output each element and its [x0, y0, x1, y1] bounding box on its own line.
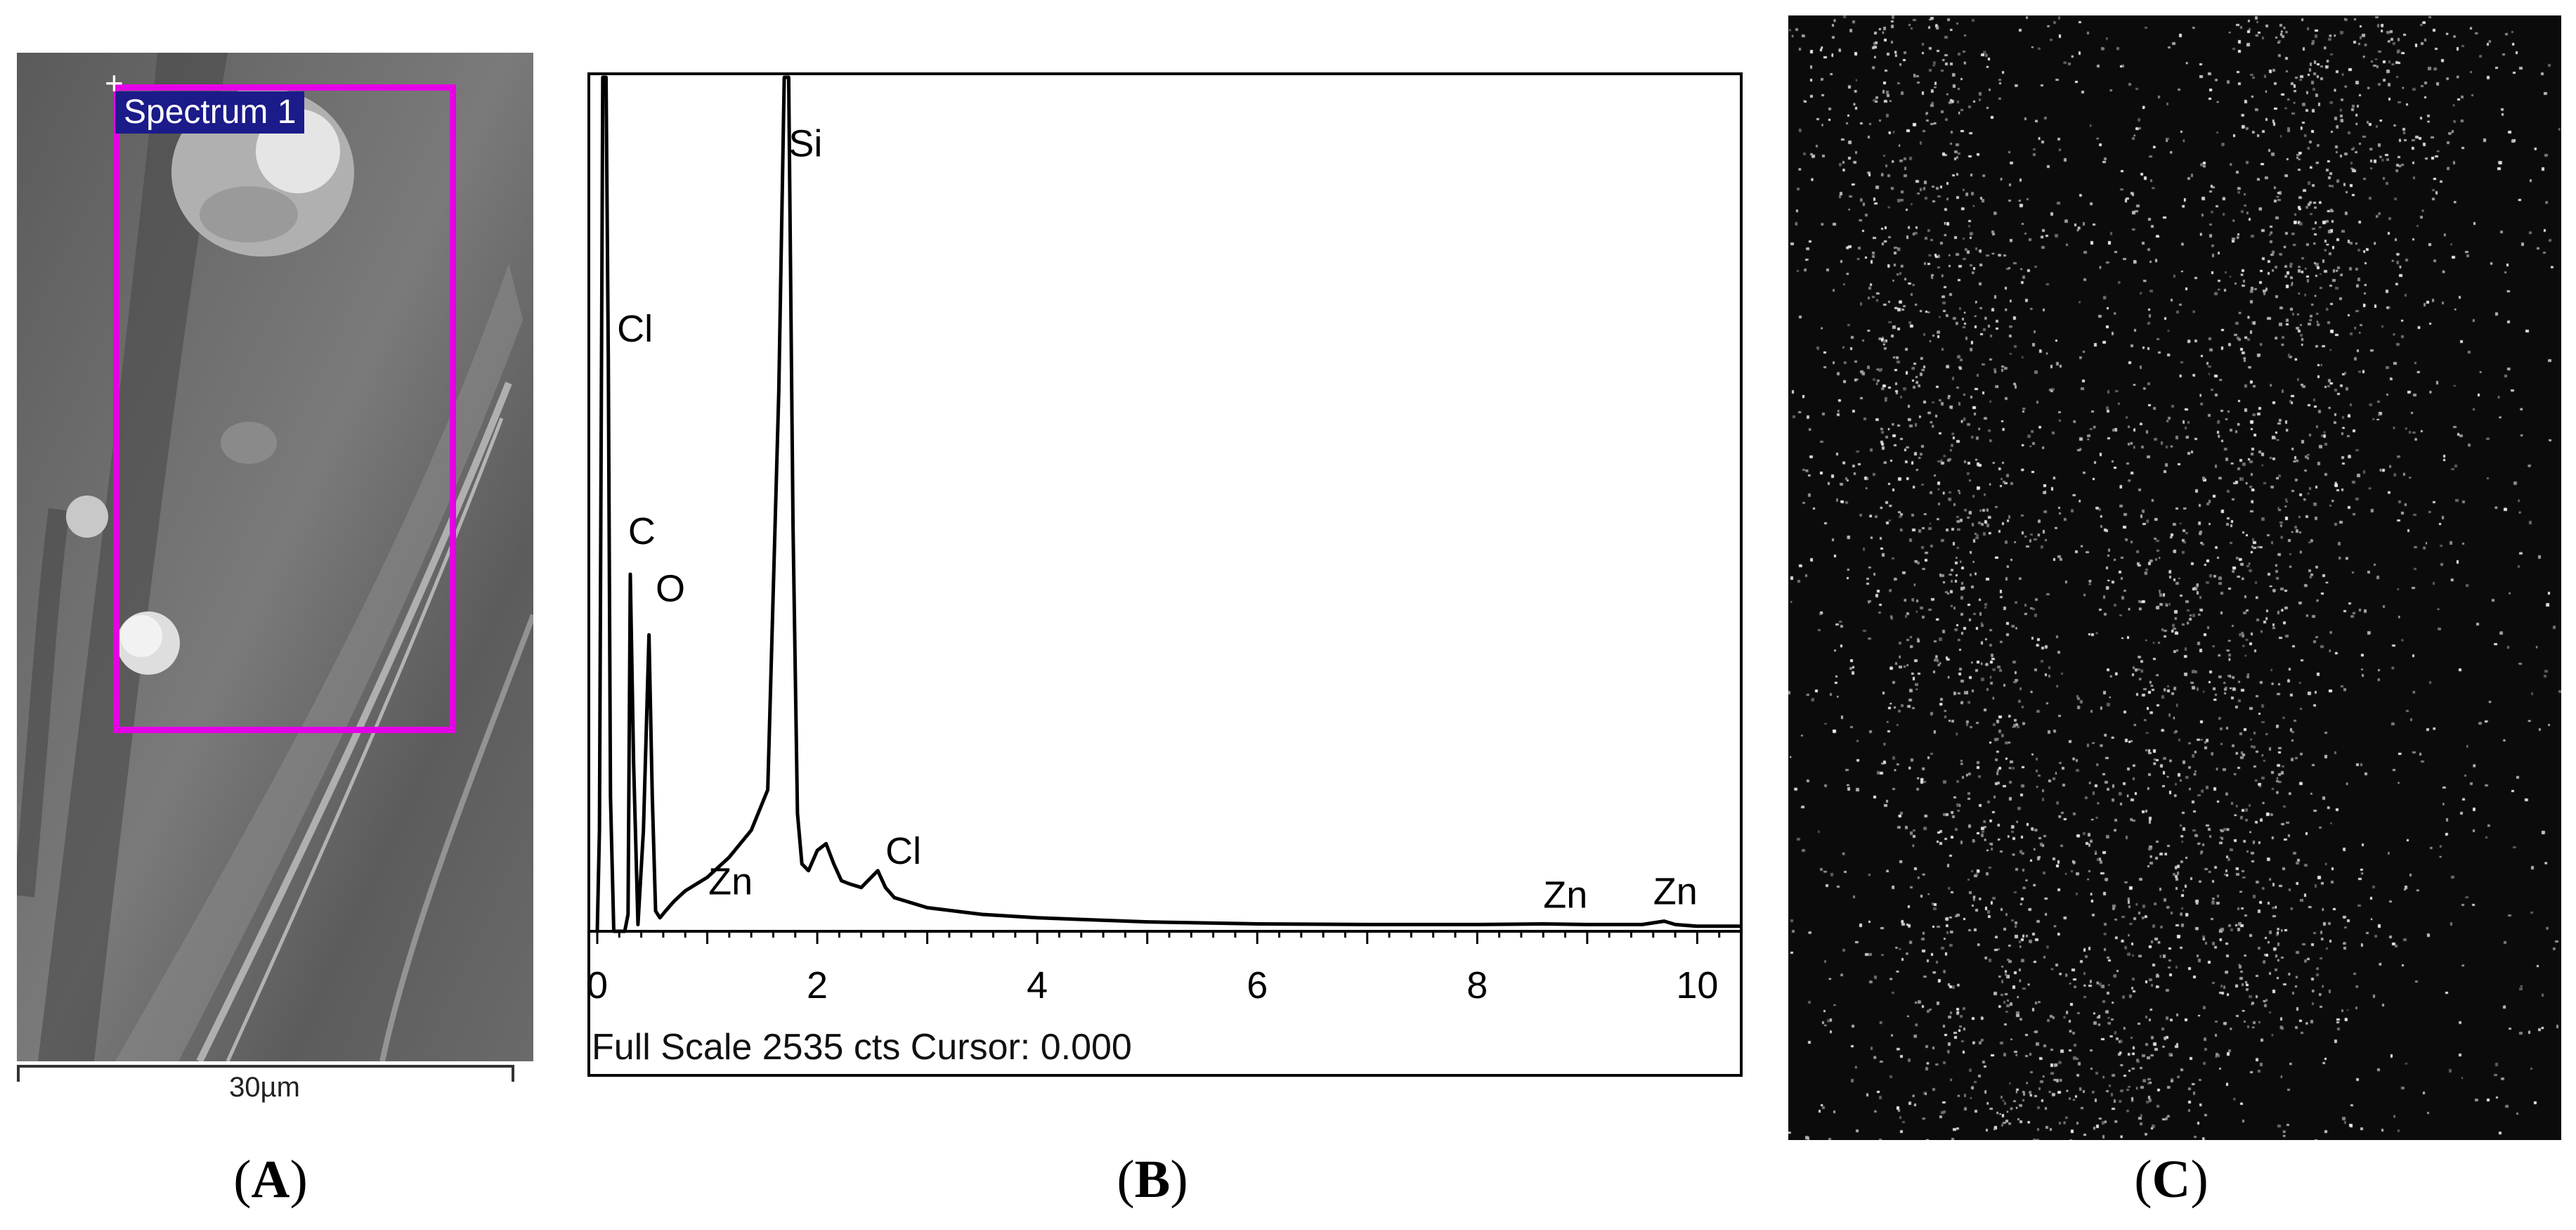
x-tick-label: 6	[1247, 964, 1268, 1006]
scale-bar-label: 30µm	[229, 1072, 300, 1103]
sem-image-panel: + Spectrum 1	[17, 53, 533, 1061]
peak-label: Zn	[1653, 871, 1698, 913]
x-axis-tick-labels: 0 2 4 6 8 10	[587, 964, 1718, 1006]
peak-label: Si	[788, 123, 822, 165]
x-tick-label: 4	[1027, 964, 1048, 1006]
spectrum-series-line	[595, 75, 1741, 933]
scale-bar	[17, 1065, 514, 1082]
peak-label: C	[628, 510, 656, 552]
caption-c: (C)	[2134, 1150, 2209, 1209]
x-tick-label: 10	[1676, 964, 1718, 1006]
peak-label: O	[656, 567, 685, 609]
peak-label: Cl	[617, 308, 653, 350]
peak-label: Cl	[885, 830, 921, 872]
elemental-map-panel	[1788, 15, 2561, 1140]
x-tick-label: 2	[807, 964, 828, 1006]
spectrum-region-box	[113, 84, 456, 733]
caption-a: (A)	[233, 1150, 308, 1209]
peak-annotations: Cl CO Si Zn Cl Zn Zn	[617, 123, 1698, 917]
elemental-map-image	[1788, 15, 2561, 1140]
full-scale-readout: Full Scale 2535 cts Cursor: 0.000	[592, 1027, 1132, 1068]
x-axis-ticks	[596, 931, 1743, 944]
x-tick-label: 8	[1466, 964, 1488, 1006]
caption-b: (B)	[1117, 1150, 1188, 1209]
spectrum-label: Spectrum 1	[115, 91, 305, 134]
sem-texture	[17, 53, 533, 1061]
peak-label: Zn	[708, 860, 753, 902]
peak-label: Zn	[1543, 874, 1587, 916]
x-tick-label: 0	[587, 964, 608, 1006]
eds-spectrum-chart: 0 2 4 6 8 10 Cl CO Si Zn Cl Zn Zn	[587, 72, 1743, 1077]
